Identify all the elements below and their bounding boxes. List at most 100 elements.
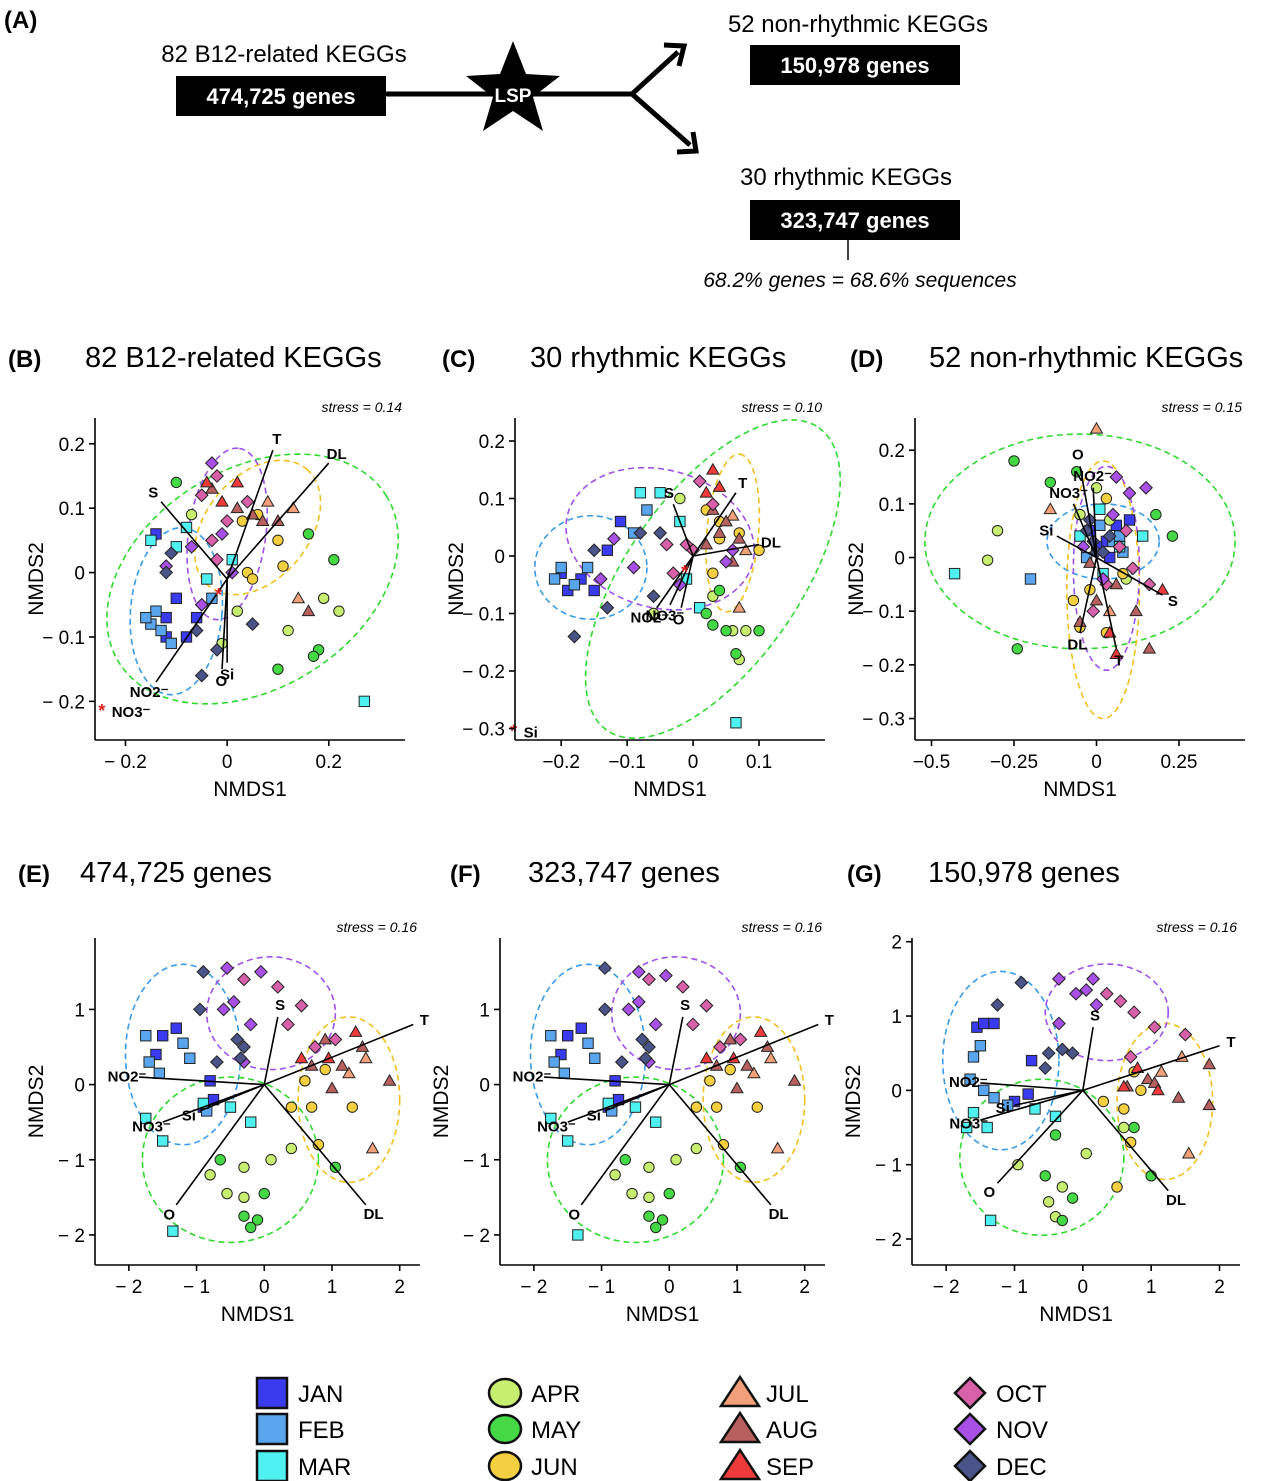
vector-line: [175, 1084, 265, 1206]
month-legend: JAN FEB MAR APR MAY JUN JUL AUG SEP OCT NOV DEC: [255, 1374, 1048, 1481]
x-axis-title: NMDS1: [1043, 778, 1117, 801]
vector-line: [580, 1084, 670, 1206]
point-jan: [575, 1022, 587, 1034]
sequence-note: 68.2% genes = 68.6% sequences: [703, 269, 1017, 292]
point-mar: [693, 602, 706, 614]
x-tick-label: 1: [1146, 1277, 1157, 1298]
point-jul: [1181, 1146, 1196, 1159]
x-tick-label: −0.25: [990, 752, 1038, 773]
point-oct: [1123, 1049, 1138, 1064]
outside-vector-marker-icon: *: [510, 721, 517, 741]
x-axis-title: NMDS1: [213, 778, 287, 801]
legend-item-sep: SEP: [718, 1447, 814, 1481]
vector-line: [692, 543, 760, 557]
point-nov: [253, 964, 268, 979]
point-jan: [562, 1030, 574, 1042]
y-axis-title: NMDS2: [445, 542, 468, 616]
point-jan: [157, 1030, 169, 1042]
vector-line: [263, 1084, 367, 1206]
point-nov: [621, 1002, 636, 1017]
legend-label: MAY: [531, 1417, 581, 1444]
vector-line: [226, 462, 330, 580]
point-nov: [658, 968, 673, 983]
point-aug: [1140, 1072, 1155, 1085]
point-jun: [319, 1063, 331, 1076]
legend-label: DEC: [996, 1454, 1047, 1481]
point-sep: [699, 1051, 714, 1064]
point-sep: [712, 480, 727, 492]
point-oct: [642, 972, 656, 987]
point-nov: [719, 554, 734, 569]
point-oct: [699, 998, 714, 1013]
non-rhythmic-genes-box: [750, 45, 960, 85]
y-tick-label: − 0.1: [462, 605, 505, 626]
point-may: [328, 553, 340, 566]
ellipse-autumn: [205, 955, 337, 1071]
point-dec: [230, 1032, 245, 1047]
point-oct: [240, 494, 255, 509]
vector-label: S: [1168, 593, 1178, 610]
point-may: [245, 1221, 257, 1234]
point-sep: [1155, 582, 1170, 595]
flow-branch-down: [630, 92, 692, 147]
nmds-panel-c: (C) 30 rhythmic KEGGs stress = 0.10 S T DL NO2…: [442, 342, 842, 801]
vector-label: Si: [220, 667, 234, 684]
point-nov: [1051, 971, 1066, 986]
point-oct: [1112, 539, 1127, 554]
point-feb: [184, 1052, 196, 1064]
point-jan: [555, 1048, 567, 1061]
point-jul: [1043, 502, 1058, 515]
x-tick-label: 0: [688, 752, 699, 773]
point-oct: [705, 497, 720, 512]
point-nov: [1122, 486, 1137, 501]
legend-swatch-square-icon: [255, 1449, 289, 1481]
point-aug: [1142, 641, 1157, 654]
vector-line: [668, 1084, 772, 1206]
vector-label: T: [738, 475, 747, 492]
point-jun: [1100, 492, 1113, 505]
point-jun: [1118, 1103, 1130, 1115]
point-mar: [224, 1101, 237, 1113]
x-tick-label: 0.2: [316, 752, 342, 773]
ellipse-spring: [924, 433, 1236, 650]
point-mar: [981, 1121, 993, 1134]
legend-swatch-circle-icon: [487, 1377, 523, 1409]
point-aug: [1083, 555, 1097, 568]
vector-line: [680, 555, 694, 608]
legend-item-jun: JUN: [487, 1450, 578, 1481]
point-jul: [725, 508, 740, 521]
point-mar: [960, 1121, 973, 1134]
point-apr: [231, 605, 243, 617]
point-jul: [747, 1066, 761, 1079]
point-nov: [1106, 507, 1120, 522]
point-apr: [991, 525, 1004, 537]
point-mar: [167, 1225, 179, 1237]
point-dec: [237, 1040, 251, 1054]
y-tick-label: 0: [894, 549, 905, 570]
point-mar: [1137, 530, 1149, 542]
point-feb: [206, 592, 218, 605]
y-tick-label: 0.2: [879, 441, 905, 462]
vector-label: T: [1226, 1034, 1235, 1051]
vector-label: S: [680, 997, 690, 1014]
point-nov: [606, 531, 621, 546]
vector-label: T: [825, 1012, 834, 1029]
point-jan: [575, 573, 587, 585]
point-dec: [164, 546, 179, 561]
y-tick-label: 0.1: [879, 495, 905, 516]
point-nov: [204, 456, 219, 471]
point-feb: [548, 573, 561, 585]
ellipse-autumn: [565, 466, 755, 611]
vector-label: NO2⁻: [513, 1068, 552, 1085]
point-aug: [318, 1032, 333, 1045]
point-jan: [1123, 514, 1136, 526]
legend-swatch-triangle-icon: [718, 1447, 762, 1481]
legend-item-jan: JAN: [255, 1376, 343, 1410]
point-dec: [159, 565, 174, 580]
y-tick-label: − 2: [875, 1230, 902, 1251]
point-jul: [342, 1066, 356, 1079]
point-jan: [150, 1048, 162, 1061]
point-mar: [572, 1229, 584, 1241]
point-feb: [150, 605, 162, 617]
point-oct: [308, 1040, 322, 1054]
